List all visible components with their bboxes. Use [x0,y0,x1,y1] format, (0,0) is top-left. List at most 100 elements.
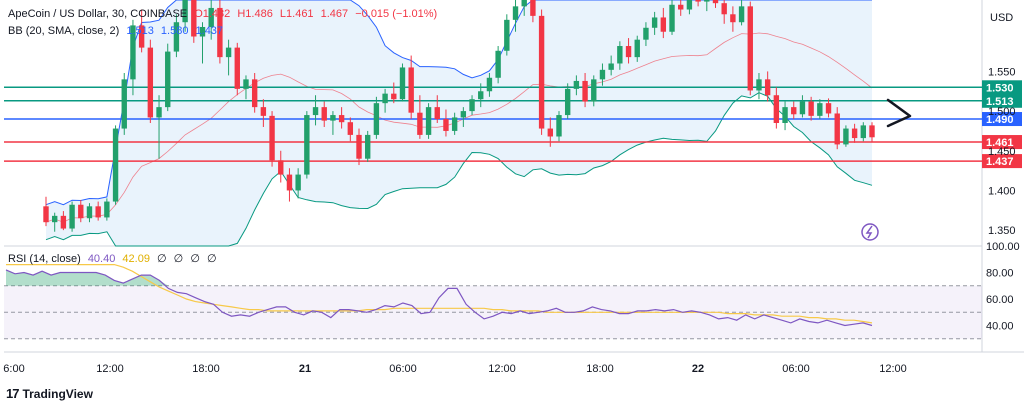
candle-body-79 [730,14,736,23]
candle-body-72 [669,4,675,32]
candle-body-30 [304,115,310,175]
candle-body-68 [634,39,640,58]
candle-body-27 [278,160,284,175]
rsi-legend: RSI (14, close) 40.40 42.09 ∅ ∅ ∅ ∅ [8,252,221,265]
candle-body-46 [443,119,449,131]
time-tick-4: 06:00 [389,363,417,375]
symbol-title[interactable]: ApeCoin / US Dollar, 30, COINBASE [8,8,188,20]
high-value: H1.486 [237,8,273,20]
level-tag-4 [982,154,1022,169]
candle-body-80 [738,6,745,23]
candle-body-54 [512,6,519,20]
candle-body-7 [104,201,110,218]
candle-body-48 [460,111,467,118]
candle-body-5 [86,206,93,219]
tradingview-logo[interactable]: 17 TradingView [6,386,93,401]
candle-body-34 [338,115,345,123]
candle-body-60 [564,88,571,116]
candle-body-41 [399,67,406,100]
time-tick-6: 18:00 [586,363,614,375]
bb-upper-value: 1.580 [160,25,189,37]
bb-label[interactable]: BB (20, SMA, close, 2) [8,25,120,37]
candle-body-87 [799,101,806,115]
candle-body-28 [286,174,293,191]
candle-body-33 [330,115,336,121]
candle-body-66 [617,46,623,64]
candle-body-85 [782,107,788,123]
level-label-2: 1.490 [986,114,1014,126]
candle-body-91 [834,113,840,145]
candle-body-92 [843,128,849,145]
candle-body-78 [721,3,727,15]
open-value: O1.482 [194,8,231,20]
candle-body-86 [791,107,797,115]
bb-legend: BB (20, SMA, close, 2) 1.513 1.580 1.437 [8,25,227,37]
candle-body-73 [678,4,684,10]
time-tick-2: 18:00 [192,363,220,375]
candle-body-47 [451,117,458,131]
level-tag-0 [982,80,1022,95]
candle-body-81 [747,6,753,91]
candle-body-21 [225,47,232,58]
candle-body-16 [182,0,188,23]
candle-body-45 [434,107,440,120]
rsi-value: 40.40 [87,253,116,265]
candle-body-71 [660,17,667,32]
price-tick-2: 1.450 [988,146,1016,158]
candle-body-6 [95,206,101,218]
rsi-empty-1: ∅ [157,253,167,265]
candle-body-20 [217,7,223,58]
candle-body-24 [251,79,258,108]
candle-body-74 [686,0,693,10]
currency-label[interactable]: USD [990,12,1014,24]
price-tick-3: 1.400 [988,185,1016,197]
candle-body-58 [547,128,553,137]
candle-body-42 [408,67,414,113]
level-tag-3 [982,135,1022,150]
rsi-tick-3: 40.00 [986,321,1014,333]
level-label-1: 1.513 [986,96,1014,108]
candle-body-51 [486,77,493,92]
candle-body-39 [382,93,388,104]
candle-body-95 [869,125,875,138]
candle-body-70 [651,17,658,28]
candle-body-4 [78,204,84,219]
candle-body-44 [425,107,432,135]
candle-body-52 [495,50,501,78]
rsi-band-fill [4,285,982,339]
candle-body-9 [121,79,127,129]
rsi-empty-2: ∅ [173,253,184,265]
candle-body-49 [469,99,475,112]
candle-body-57 [538,15,545,129]
arrow-annotation [886,98,912,128]
change-value: −0.015 (−1.01%) [355,8,438,20]
rsi-tick-0: 100.00 [986,241,1020,253]
candle-body-69 [643,27,649,40]
candle-body-29 [295,174,301,191]
candle-body-76 [704,0,710,2]
candle-body-1 [51,215,58,223]
time-tick-8: 06:00 [782,363,810,375]
candle-body-55 [521,0,527,7]
candle-body-77 [712,0,719,4]
price-tick-0: 1.550 [988,66,1016,78]
candle-body-31 [312,107,319,116]
candle-body-40 [391,93,397,100]
price-tick-1: 1.500 [988,106,1016,118]
candle-body-90 [825,103,832,114]
candle-body-64 [599,69,606,80]
candle-body-11 [138,25,145,48]
candle-body-62 [582,80,588,102]
candle-body-17 [191,0,197,37]
time-tick-9: 12:00 [879,363,907,375]
close-value: 1.467 [320,8,349,20]
candle-body-63 [591,79,597,102]
level-label-3: 1.461 [986,137,1014,149]
rsi-label[interactable]: RSI (14, close) [8,253,81,265]
candle-body-94 [860,125,867,139]
rsi-tick-2: 60.00 [986,294,1014,306]
time-tick-7: 22 [692,363,704,375]
time-tick-3: 21 [299,363,311,375]
candle-body-0 [43,206,49,223]
